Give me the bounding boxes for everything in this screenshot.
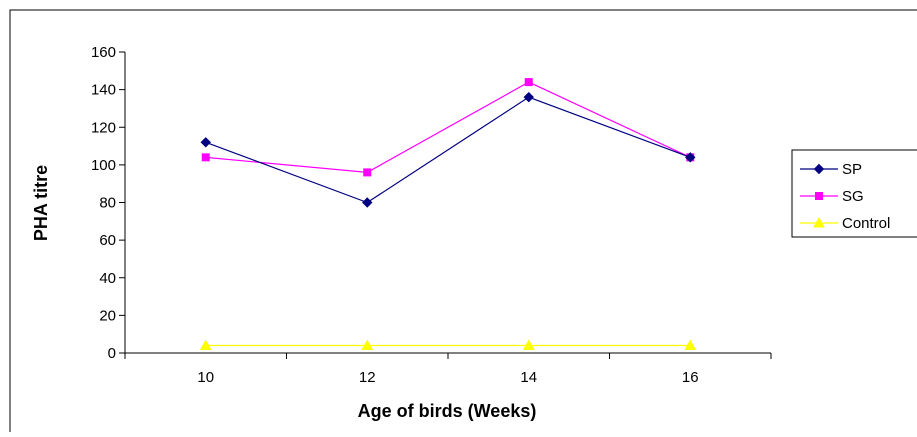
data-point-sp bbox=[362, 197, 373, 208]
y-tick-label: 0 bbox=[108, 345, 116, 362]
legend-label-sp: SP bbox=[842, 161, 862, 178]
x-tick-label: 12 bbox=[359, 369, 376, 386]
data-point-control bbox=[361, 339, 374, 350]
y-tick-label: 140 bbox=[91, 82, 116, 99]
y-axis-ticks: 0 20 40 60 80 100 120 140 160 bbox=[91, 44, 125, 362]
x-axis-ticks: 10 12 14 16 bbox=[124, 353, 772, 386]
y-tick-label: 120 bbox=[91, 119, 116, 136]
legend-marker-sg bbox=[815, 192, 823, 200]
legend-marker-sp bbox=[813, 163, 825, 175]
axes bbox=[124, 52, 771, 354]
y-tick-label: 60 bbox=[99, 232, 116, 249]
x-tick-label: 16 bbox=[682, 369, 699, 386]
y-tick-label: 100 bbox=[91, 157, 116, 174]
y-tick-label: 80 bbox=[99, 195, 116, 212]
series-line-sp bbox=[205, 96, 691, 204]
data-point-control bbox=[522, 339, 535, 350]
y-tick-label: 160 bbox=[91, 44, 116, 61]
legend-label-sg: SG bbox=[842, 188, 864, 205]
data-point-sg bbox=[363, 168, 372, 177]
y-axis-title: PHA titre bbox=[31, 165, 51, 241]
data-point-control bbox=[684, 339, 697, 350]
data-point-sp bbox=[685, 152, 696, 163]
data-point-control bbox=[199, 339, 212, 350]
legend-label-control: Control bbox=[842, 215, 890, 232]
series-line-sg bbox=[205, 81, 691, 174]
data-point-sp bbox=[200, 137, 211, 148]
series-sp bbox=[200, 91, 696, 208]
x-axis-title: Age of birds (Weeks) bbox=[358, 401, 537, 421]
series-control bbox=[199, 339, 697, 350]
x-tick-label: 14 bbox=[520, 369, 537, 386]
data-point-sg bbox=[201, 153, 210, 162]
x-tick-label: 10 bbox=[197, 369, 214, 386]
y-tick-label: 40 bbox=[99, 270, 116, 287]
y-tick-label: 20 bbox=[99, 307, 116, 324]
data-point-sp bbox=[523, 91, 534, 103]
legend: SP SG Control bbox=[791, 149, 917, 238]
legend-marker-control bbox=[813, 216, 825, 228]
data-point-sg bbox=[524, 78, 533, 87]
chart-border bbox=[9, 9, 917, 437]
series-layer bbox=[199, 78, 697, 350]
